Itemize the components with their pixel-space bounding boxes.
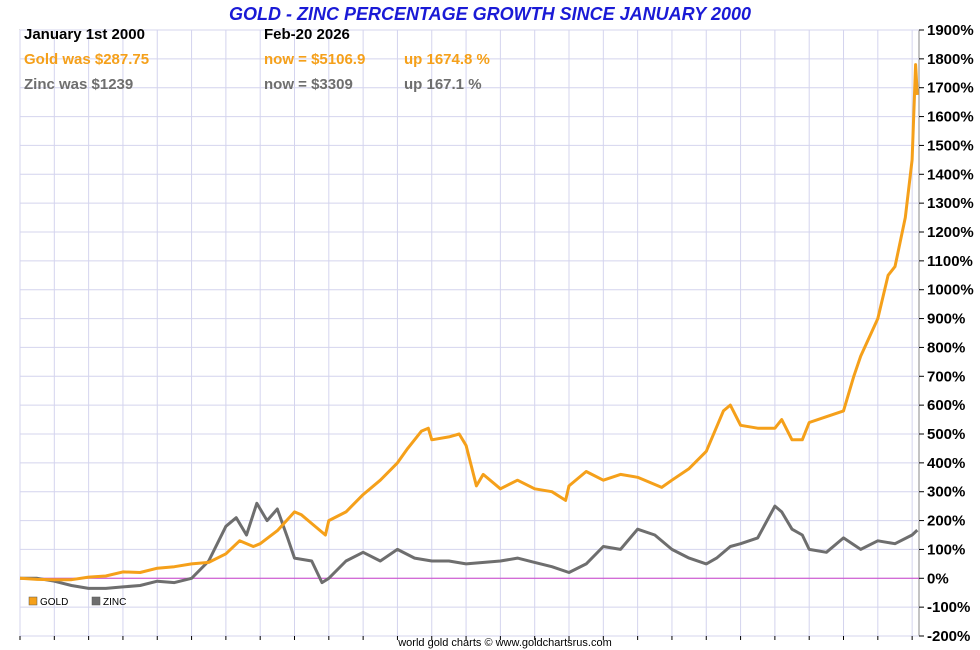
- start-date-label: January 1st 2000: [24, 26, 145, 43]
- y-tick-label: 1800%: [927, 51, 974, 68]
- y-tick-label: 1500%: [927, 137, 974, 154]
- legend-gold-swatch: [28, 596, 38, 606]
- zinc-growth: up 167.1 %: [404, 76, 482, 93]
- gold-start-price: Gold was $287.75: [24, 51, 149, 68]
- y-tick-label: -100%: [927, 599, 970, 616]
- x-tick-label: 2005: [175, 647, 208, 650]
- chart-title: GOLD - ZINC PERCENTAGE GROWTH SINCE JANU…: [229, 4, 751, 24]
- y-tick-label: 1300%: [927, 195, 974, 212]
- series-layer: [19, 63, 919, 590]
- grid: [19, 29, 919, 637]
- x-tick-label: 2015: [518, 647, 551, 650]
- y-tick-label: 1000%: [927, 282, 974, 299]
- zinc-current-price: now = $3309: [264, 76, 353, 93]
- gold-growth: up 1674.8 %: [404, 51, 490, 68]
- zinc-start-price: Zinc was $1239: [24, 76, 133, 93]
- y-tick-label: 400%: [927, 455, 965, 472]
- x-tick-label: 2010: [346, 647, 379, 650]
- legend-zinc-label: ZINC: [103, 597, 126, 608]
- y-tick-label: 700%: [927, 368, 965, 385]
- y-tick-label: 100%: [927, 541, 965, 558]
- series-line-zinc: [20, 501, 919, 590]
- y-tick-label: 1900%: [927, 22, 974, 39]
- y-tick-label: 200%: [927, 513, 965, 530]
- legend-zinc-swatch: [91, 596, 101, 606]
- x-tick-label: 2025: [861, 647, 894, 650]
- gold-current-price: now = $5106.9: [264, 51, 365, 68]
- y-tick-label: 1600%: [927, 109, 974, 126]
- y-tick-label: 900%: [927, 311, 965, 328]
- legend-gold-label: GOLD: [40, 597, 68, 608]
- chart-credit: world gold charts © www.goldchartsrus.co…: [397, 637, 612, 649]
- y-tick-label: -200%: [927, 628, 970, 645]
- y-tick-label: 1400%: [927, 166, 974, 183]
- x-tick-label: 2000: [3, 647, 36, 650]
- y-tick-label: 0%: [927, 570, 949, 587]
- info-block: January 1st 2000 Feb-20 2026 Gold was $2…: [24, 26, 490, 93]
- y-tick-label: 500%: [927, 426, 965, 443]
- y-tick-label: 600%: [927, 397, 965, 414]
- end-date-label: Feb-20 2026: [264, 26, 350, 43]
- y-tick-label: 1100%: [927, 253, 973, 270]
- y-axis: 1900% 1800% 1700% 1600% 1500% 1400% 1300% 1200%…: [919, 22, 974, 645]
- y-tick-label: 1200%: [927, 224, 974, 241]
- y-tick-label: 800%: [927, 339, 965, 356]
- y-tick-label: 1700%: [927, 80, 974, 97]
- legend: GOLD ZINC: [28, 596, 126, 608]
- plot-area: [19, 29, 920, 637]
- series-line-gold: [19, 63, 919, 582]
- y-tick-label: 300%: [927, 484, 965, 501]
